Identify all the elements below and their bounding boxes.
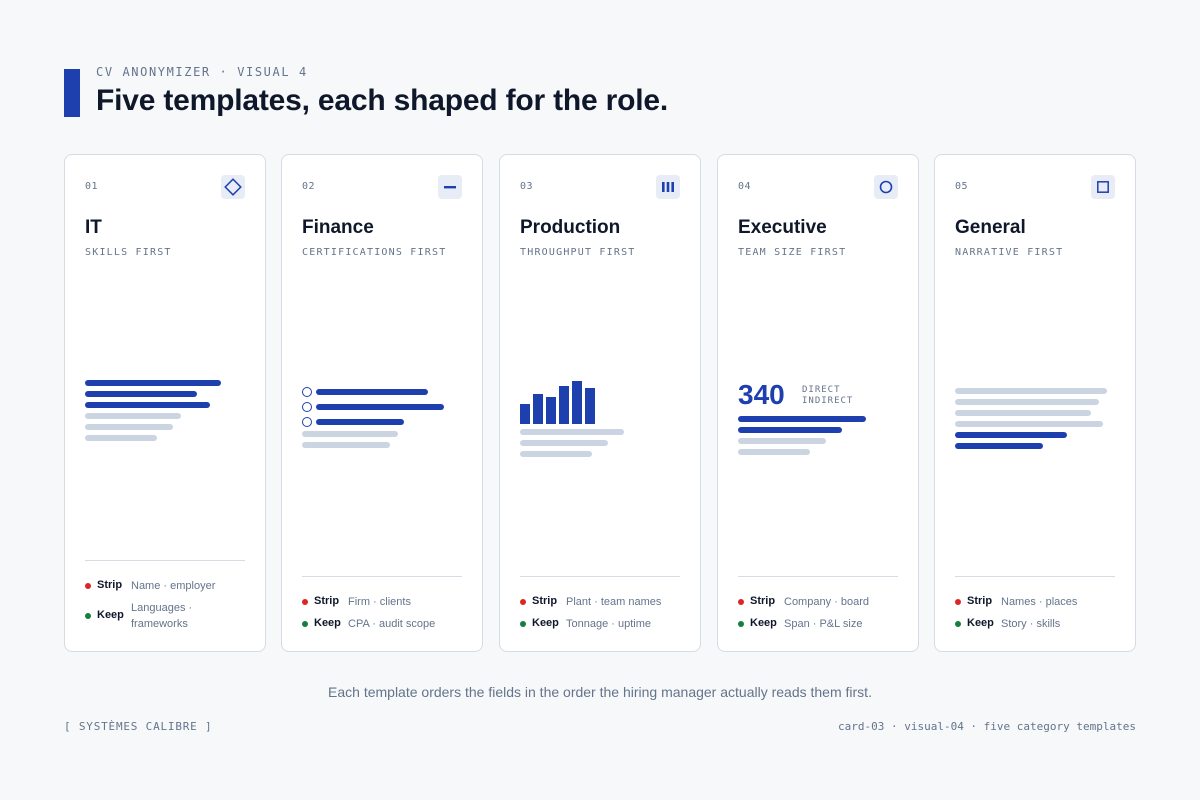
strip-dot [302,599,308,605]
keep-value: Span · P&L size [784,618,863,630]
strip-value: Name · employer [131,580,216,592]
skills-lines-graphic [85,380,247,444]
card-number: 03 [520,181,534,192]
strip-value: Company · board [784,596,869,608]
card-subtitle: NARRATIVE FIRST [955,247,1064,258]
card-title: IT [85,217,102,238]
strip-row: Strip Company · board [738,595,908,611]
keep-value: Story · skills [1001,618,1061,630]
circle-icon [874,175,898,199]
card-title: Finance [302,217,374,238]
strip-label: Strip [314,595,340,607]
keep-dot [738,621,744,627]
divider [85,560,245,561]
card-subtitle: CERTIFICATIONS FIRST [302,247,447,258]
keep-dot [85,613,91,619]
strip-dot [85,583,91,589]
card-title: General [955,217,1026,238]
card-title: Executive [738,217,827,238]
keep-dot [955,621,961,627]
card-number: 04 [738,181,752,192]
keep-value: CPA · audit scope [348,618,436,630]
keep-label: Keep [967,617,994,629]
strip-row: Strip Name · employer [85,579,255,595]
page-title: Five templates, each shaped for the role… [96,84,668,117]
card-number: 01 [85,181,99,192]
keep-value: Languages · frameworks [131,602,193,630]
keep-label: Keep [750,617,777,629]
team-size-caption-direct: DIRECT [802,385,841,395]
template-card-it[interactable]: 01 IT SKILLS FIRST Strip Name · employer… [64,154,266,652]
throughput-graphic [520,381,682,457]
keep-label: Keep [97,609,124,621]
team-size-graphic: 340 DIRECT INDIRECT [738,379,900,455]
template-card-finance[interactable]: 02 Finance CERTIFICATIONS FIRST Strip Fi… [281,154,483,652]
keep-label: Keep [532,617,559,629]
strip-dot [955,599,961,605]
strip-label: Strip [97,579,123,591]
eyebrow: CV ANONYMIZER · VISUAL 4 [96,65,308,79]
strip-value: Plant · team names [566,596,662,608]
footer-brand: [ SYSTÈMES CALIBRE ] [64,720,213,733]
narrative-graphic [955,388,1117,452]
card-title: Production [520,217,621,238]
keep-row: Keep Languages · frameworks [85,601,255,635]
strip-value: Names · places [1001,596,1078,608]
card-subtitle: THROUGHPUT FIRST [520,247,636,258]
template-card-production[interactable]: 03 Production THROUGHPUT FIRST [499,154,701,652]
template-card-executive[interactable]: 04 Executive TEAM SIZE FIRST 340 DIRECT … [717,154,919,652]
strip-row: Strip Plant · team names [520,595,690,611]
keep-row: Keep Span · P&L size [738,617,908,633]
template-card-general[interactable]: 05 General NARRATIVE FIRST Strip Names ·… [934,154,1136,652]
divider [302,576,462,577]
strip-value: Firm · clients [348,596,411,608]
divider [738,576,898,577]
keep-dot [520,621,526,627]
certifications-graphic [302,387,464,451]
divider [520,576,680,577]
card-number: 02 [302,181,316,192]
strip-dot [738,599,744,605]
keep-row: Keep CPA · audit scope [302,617,472,633]
divider [955,576,1115,577]
strip-label: Strip [750,595,776,607]
caption: Each template orders the fields in the o… [328,684,872,700]
strip-row: Strip Names · places [955,595,1125,611]
keep-label: Keep [314,617,341,629]
keep-row: Keep Tonnage · uptime [520,617,690,633]
card-number: 05 [955,181,969,192]
card-subtitle: TEAM SIZE FIRST [738,247,847,258]
strip-label: Strip [967,595,993,607]
bars-icon [656,175,680,199]
template-cards: 01 IT SKILLS FIRST Strip Name · employer… [64,154,1136,652]
strip-row: Strip Firm · clients [302,595,472,611]
strip-dot [520,599,526,605]
keep-value: Tonnage · uptime [566,618,651,630]
keep-dot [302,621,308,627]
diamond-icon [221,175,245,199]
square-icon [1091,175,1115,199]
minus-icon [438,175,462,199]
team-size-caption-indirect: INDIRECT [802,396,854,406]
card-subtitle: SKILLS FIRST [85,247,172,258]
keep-row: Keep Story · skills [955,617,1125,633]
team-size-number: 340 [738,379,785,410]
footer-reference: card-03 · visual-04 · five category temp… [837,720,1136,733]
strip-label: Strip [532,595,558,607]
accent-bar [64,69,80,117]
